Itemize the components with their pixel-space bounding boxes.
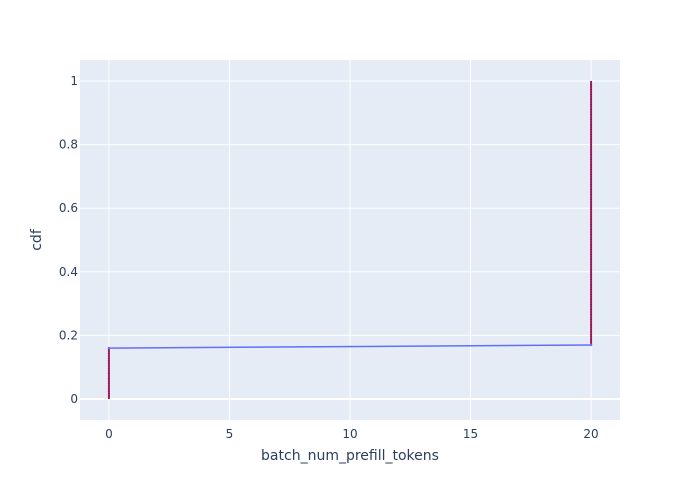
- x-tick-label: 20: [583, 427, 598, 441]
- cdf-data-point: [589, 343, 593, 347]
- cdf-data-point: [107, 346, 111, 350]
- y-tick-label: 0: [70, 392, 78, 406]
- y-tick-label: 1: [70, 74, 78, 88]
- cdf-series-line: [108, 344, 592, 349]
- grid-lines: [80, 60, 620, 420]
- x-axis-title: batch_num_prefill_tokens: [261, 448, 439, 464]
- x-tick-label: 15: [463, 427, 478, 441]
- y-tick-label: 0.6: [59, 201, 78, 215]
- y-tick-label: 0.2: [59, 328, 78, 342]
- x-tick-labels: 0 5 10 15 20: [105, 427, 599, 441]
- data-layer: [107, 80, 593, 400]
- y-tick-label: 0.8: [59, 138, 78, 152]
- y-axis-title: cdf: [29, 228, 45, 251]
- x-tick-label: 10: [342, 427, 357, 441]
- y-tick-labels: 0 0.2 0.4 0.6 0.8 1: [59, 74, 78, 406]
- y-tick-label: 0.4: [59, 265, 78, 279]
- x-tick-label: 5: [226, 427, 234, 441]
- x-tick-label: 0: [105, 427, 113, 441]
